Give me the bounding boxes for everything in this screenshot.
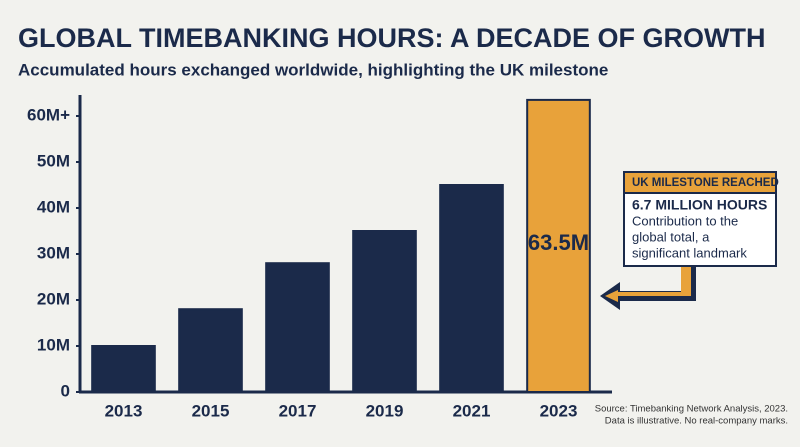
arrow-outline (600, 266, 696, 310)
source: Source: Timebanking Network Analysis, 20… (595, 404, 788, 415)
bar (439, 184, 504, 393)
x-tick-label: 2021 (453, 401, 491, 420)
y-tick-label: 60M+ (27, 105, 70, 124)
annotation-text: significant landmark (632, 245, 747, 260)
source: Data is illustrative. No real-company ma… (605, 416, 788, 427)
annotation-text: global total, a (632, 229, 710, 244)
value-label: 63.5M (528, 230, 589, 255)
x-tick-label: 2017 (279, 401, 317, 420)
x-tick-label: 2023 (540, 401, 578, 420)
bar (265, 262, 330, 394)
bar (91, 345, 156, 393)
chart-subtitle: Accumulated hours exchanged worldwide, h… (18, 60, 608, 79)
chart-title: GLOBAL TIMEBANKING HOURS: A DECADE OF GR… (18, 23, 765, 53)
annotation-header: UK MILESTONE REACHED (632, 177, 779, 189)
y-tick-label: 40M (37, 197, 70, 216)
x-tick-label: 2013 (105, 401, 143, 420)
x-tick-label: 2019 (366, 401, 404, 420)
annotation-headline: 6.7 MILLION HOURS (632, 197, 767, 213)
annotation-header-bg (623, 171, 777, 194)
y-tick-label: 0 (61, 381, 70, 400)
bar (526, 98, 591, 394)
annotation-text: Contribution to the (632, 213, 738, 228)
bar (178, 308, 243, 394)
y-tick-label: 30M (37, 243, 70, 262)
arrow (605, 266, 691, 302)
y-tick-label: 10M (37, 335, 70, 354)
y-tick-label: 50M (37, 151, 70, 170)
y-tick-label: 20M (37, 289, 70, 308)
bar (352, 230, 417, 393)
annotation: UK MILESTONE REACHED 6.7 MILLION HOURS C… (600, 171, 779, 310)
x-tick-label: 2015 (192, 401, 230, 420)
